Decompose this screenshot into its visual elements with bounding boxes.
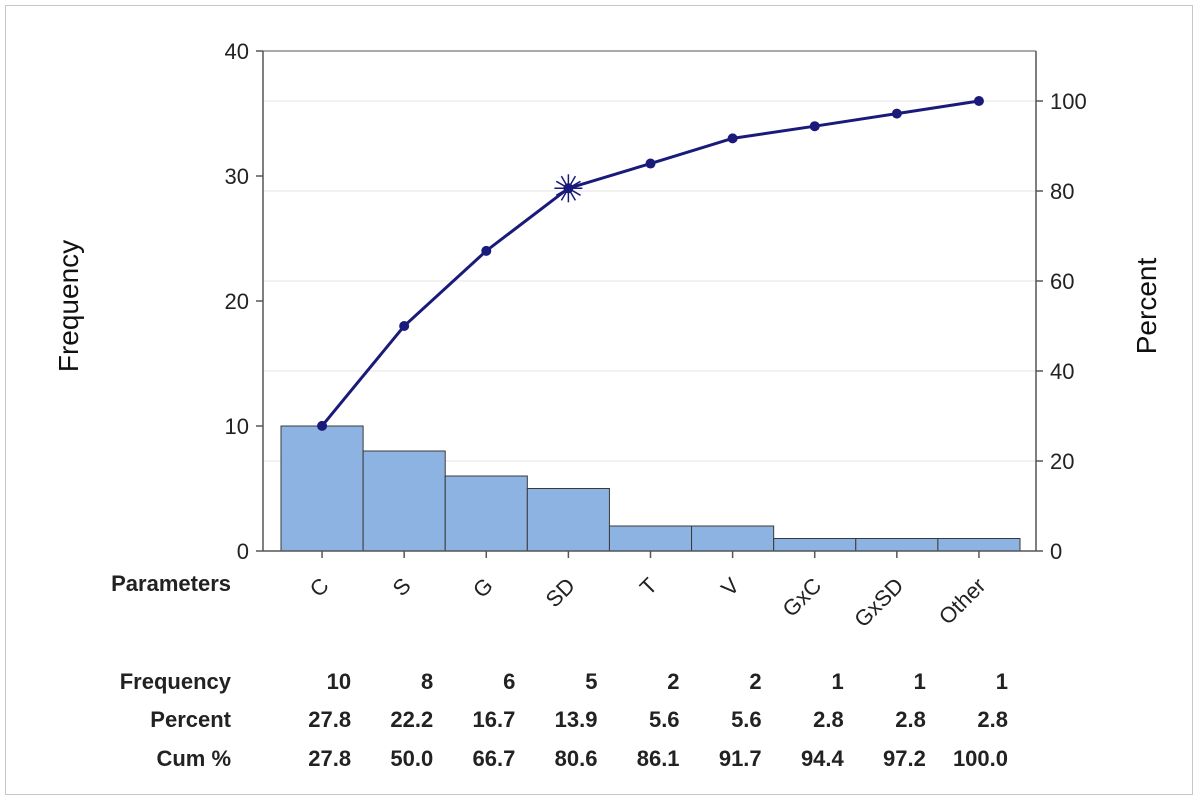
cumulative-percent-line <box>320 99 980 427</box>
y-tick-label-right: 0 <box>1050 539 1062 564</box>
bar-gxsd <box>855 538 939 552</box>
y-tick-label-right: 60 <box>1050 269 1074 294</box>
bars <box>280 425 1021 552</box>
table-cell: 22.2 <box>390 707 433 732</box>
x-tick-label-c: C <box>305 573 334 602</box>
cumulative-point-other <box>973 96 984 106</box>
bar-t <box>608 525 693 552</box>
cumulative-point-gxc <box>809 121 820 132</box>
star-ray <box>555 180 581 196</box>
y-tick-label-left: 0 <box>237 539 249 564</box>
bar-sd <box>526 488 610 552</box>
table-cell: 5.6 <box>731 707 762 732</box>
cumulative-point-g <box>481 245 492 256</box>
table-cell: 8 <box>421 669 433 694</box>
x-tick-label-t: T <box>635 573 662 600</box>
y-tick-label-left: 20 <box>225 289 249 314</box>
bar-v <box>691 525 775 552</box>
table-cell: 2.8 <box>813 707 844 732</box>
cumulative-point-v <box>727 133 738 144</box>
table-cell: 2.8 <box>977 707 1008 732</box>
table-cell: 97.2 <box>883 746 926 771</box>
bar-g <box>444 475 528 552</box>
table-cell: 10 <box>327 669 351 694</box>
y-tick-label-right: 40 <box>1050 359 1074 384</box>
cumulative-point-gxsd <box>891 108 902 119</box>
bar-c <box>280 425 364 552</box>
x-tick-label-gxsd: GxSD <box>849 573 908 632</box>
table-cell: 5 <box>585 669 597 694</box>
table-cell: 6 <box>503 669 515 694</box>
table-cell: 2 <box>749 669 761 694</box>
y-tick-label-right: 20 <box>1050 449 1074 474</box>
table-cell: 66.7 <box>473 746 516 771</box>
bar-gxc <box>773 538 857 552</box>
y-tick-label-right: 100 <box>1050 89 1087 114</box>
table-cell: 86.1 <box>637 746 680 771</box>
cumulative-point-t <box>645 158 656 169</box>
x-tick-label-g: G <box>468 573 498 603</box>
table-cell: 100.0 <box>953 746 1008 771</box>
axes: 0 10 20 30 40 0 20 40 60 80 100 <box>225 39 1087 564</box>
y-tick-label-left: 30 <box>225 164 249 189</box>
grid-lines <box>263 100 1036 462</box>
table-cell: 16.7 <box>473 707 516 732</box>
x-tick-label-sd: SD <box>541 573 580 612</box>
table-cell: 13.9 <box>555 707 598 732</box>
table-cell: 1 <box>832 669 844 694</box>
cutoff-star-marker <box>554 174 583 203</box>
cumulative-point-s <box>399 321 410 331</box>
y-axis-title-left: Frequency <box>53 240 84 372</box>
y-tick-label-left: 10 <box>225 414 249 439</box>
table-cell: 27.8 <box>308 707 351 732</box>
bar-s <box>362 450 446 552</box>
table-row-label: Cum % <box>156 746 231 771</box>
table-row-label: Percent <box>150 707 231 732</box>
pareto-chart-frame: 0 10 20 30 40 0 20 40 60 80 100 Frequency Percent … <box>5 5 1193 795</box>
table-cell: 27.8 <box>308 746 351 771</box>
table-cell: 94.4 <box>801 746 845 771</box>
x-tick-labels: C S G SD T V GxC GxSD Other <box>305 573 991 632</box>
y-tick-label-left: 40 <box>225 39 249 64</box>
y-tick-label-right: 80 <box>1050 179 1074 204</box>
x-tick-label-v: V <box>716 573 744 601</box>
table-cell: 2 <box>667 669 679 694</box>
x-tick-label-other: Other <box>934 573 991 630</box>
table-cell: 2.8 <box>895 707 926 732</box>
cumulative-point-c <box>317 420 328 431</box>
table-cell: 5.6 <box>649 707 680 732</box>
table-cell: 1 <box>996 669 1008 694</box>
cumulative-line <box>317 96 984 431</box>
bar-other <box>937 538 1021 552</box>
table-cell: 91.7 <box>719 746 762 771</box>
table-row-label: Frequency <box>120 669 232 694</box>
table-cell: 1 <box>914 669 926 694</box>
pareto-table: Frequency 10 8 6 5 2 2 1 1 1 Percent 27.8 22.2 16.7 13… <box>120 669 1008 771</box>
x-tick-label-s: S <box>388 573 416 601</box>
x-tick-label-gxc: GxC <box>777 573 826 622</box>
categories-label: Parameters <box>111 571 231 596</box>
table-cell: 50.0 <box>390 746 433 771</box>
table-cell: 80.6 <box>555 746 598 771</box>
y-axis-title-right: Percent <box>1131 258 1162 355</box>
